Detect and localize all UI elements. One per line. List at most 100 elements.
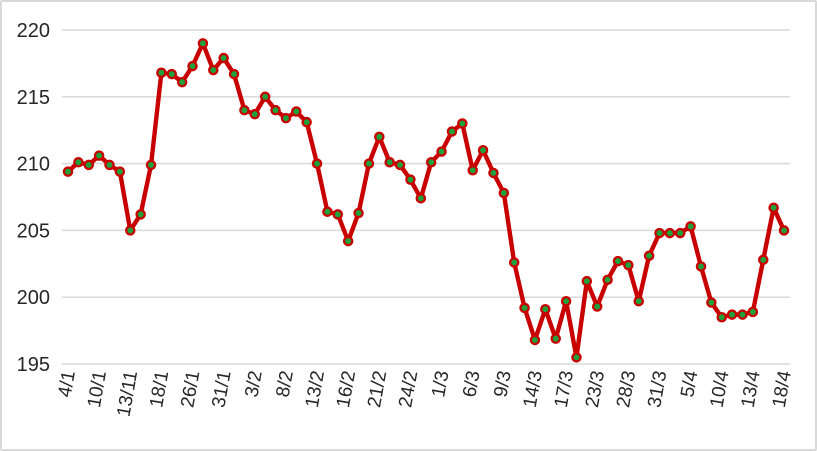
- x-axis-tick-label: 21/2: [364, 369, 391, 409]
- data-point-marker: [529, 334, 541, 346]
- data-point-marker: [612, 255, 624, 267]
- data-point-marker: [633, 295, 644, 307]
- x-axis-tick-label: 1/3: [428, 369, 453, 399]
- data-point-marker: [519, 302, 530, 314]
- data-point-marker: [643, 250, 655, 262]
- price-series-line: [65, 41, 787, 360]
- data-point-marker: [706, 297, 717, 308]
- data-point-marker: [446, 126, 458, 137]
- x-axis-tick-label: 31/3: [644, 369, 671, 409]
- data-point-marker: [716, 311, 727, 323]
- data-point-marker: [498, 187, 510, 199]
- data-point-marker: [467, 165, 478, 176]
- data-point-marker: [218, 52, 229, 64]
- y-axis-tick-label: 195: [17, 354, 50, 376]
- data-point-marker: [768, 202, 779, 213]
- data-point-marker: [342, 235, 354, 247]
- x-axis-tick-label: 23/3: [582, 369, 609, 409]
- y-axis-tick-label: 210: [17, 154, 50, 176]
- data-point-marker: [145, 159, 157, 171]
- y-axis-tick-label: 215: [17, 87, 50, 109]
- data-point-marker: [301, 116, 312, 128]
- x-axis-tick-label: 13/2: [302, 369, 329, 409]
- data-point-marker: [602, 274, 613, 286]
- x-axis-tick-label: 16/2: [333, 369, 360, 409]
- data-point-marker: [311, 158, 323, 169]
- data-point-marker: [591, 301, 603, 312]
- data-point-marker: [540, 303, 551, 315]
- data-point-marker: [571, 352, 582, 363]
- x-axis-tick-label: 9/3: [490, 369, 515, 399]
- data-point-marker: [114, 166, 126, 177]
- data-point-marker: [623, 259, 634, 271]
- data-point-marker: [457, 118, 468, 129]
- data-point-marker: [156, 67, 167, 79]
- data-point-marker: [654, 227, 665, 239]
- data-point-marker: [394, 159, 406, 171]
- x-axis-tick-label: 3/2: [241, 369, 266, 399]
- data-point-marker: [737, 309, 748, 320]
- y-axis-tick-label: 200: [17, 287, 50, 309]
- data-point-marker: [104, 159, 115, 171]
- data-point-marker: [726, 309, 738, 320]
- data-point-marker: [249, 108, 261, 120]
- data-point-marker: [747, 306, 759, 318]
- data-point-marker: [187, 60, 198, 72]
- x-axis-tick-label: 18/1: [146, 369, 173, 409]
- data-point-marker: [363, 158, 375, 169]
- x-axis-tick-label: 14/3: [520, 369, 547, 409]
- data-point-marker: [550, 333, 561, 344]
- x-axis-tick-label: 10/4: [707, 369, 734, 409]
- y-axis-tick-label: 220: [17, 20, 50, 42]
- x-axis-tick-label: 28/3: [613, 369, 640, 409]
- data-point-marker: [208, 64, 219, 76]
- data-point-marker: [436, 146, 447, 157]
- data-point-marker: [93, 150, 105, 161]
- data-point-marker: [384, 157, 395, 168]
- data-point-marker: [374, 131, 385, 143]
- data-point-marker: [508, 257, 520, 268]
- data-point-marker: [560, 295, 572, 307]
- data-point-marker: [73, 157, 84, 168]
- x-axis-tick-label: 24/2: [395, 369, 422, 409]
- data-point-marker: [270, 104, 281, 116]
- data-point-marker: [197, 38, 209, 49]
- data-point-marker: [674, 227, 686, 239]
- data-point-marker: [581, 275, 593, 287]
- data-point-marker: [664, 227, 676, 239]
- x-axis-tick-label: 6/3: [459, 369, 484, 399]
- x-axis-tick-label: 5/4: [677, 369, 702, 399]
- data-point-marker: [280, 112, 292, 124]
- data-point-marker: [695, 261, 707, 272]
- data-point-marker: [353, 207, 364, 219]
- data-point-marker: [135, 209, 146, 220]
- data-point-marker: [405, 174, 416, 185]
- data-point-marker: [259, 91, 271, 103]
- data-point-marker: [291, 106, 302, 117]
- x-axis-tick-label: 13/4: [738, 369, 765, 409]
- data-point-marker: [239, 104, 250, 116]
- x-axis-tick-label: 31/1: [208, 369, 235, 409]
- data-point-marker: [425, 157, 437, 168]
- x-axis-tick-label: 10/1: [84, 369, 111, 409]
- data-point-marker: [125, 225, 136, 236]
- data-point-marker: [176, 76, 188, 88]
- data-point-marker: [415, 193, 427, 204]
- x-axis-tick-label: 4/1: [55, 369, 80, 399]
- x-axis-tick-label: 13/11: [113, 369, 142, 418]
- x-axis-tick-label: 8/2: [273, 369, 298, 399]
- data-point-marker: [685, 221, 696, 232]
- data-point-marker: [62, 166, 74, 177]
- data-point-marker: [477, 144, 489, 156]
- data-point-marker: [488, 167, 499, 179]
- x-axis-tick-label: 26/1: [177, 369, 204, 409]
- data-point-marker: [83, 159, 95, 171]
- data-point-marker: [322, 206, 333, 217]
- data-point-marker: [778, 225, 790, 236]
- x-axis-tick-label: 17/3: [551, 369, 578, 409]
- data-point-marker: [757, 254, 769, 266]
- data-point-marker: [332, 209, 344, 220]
- x-axis-tick-label: 18/4: [769, 369, 796, 409]
